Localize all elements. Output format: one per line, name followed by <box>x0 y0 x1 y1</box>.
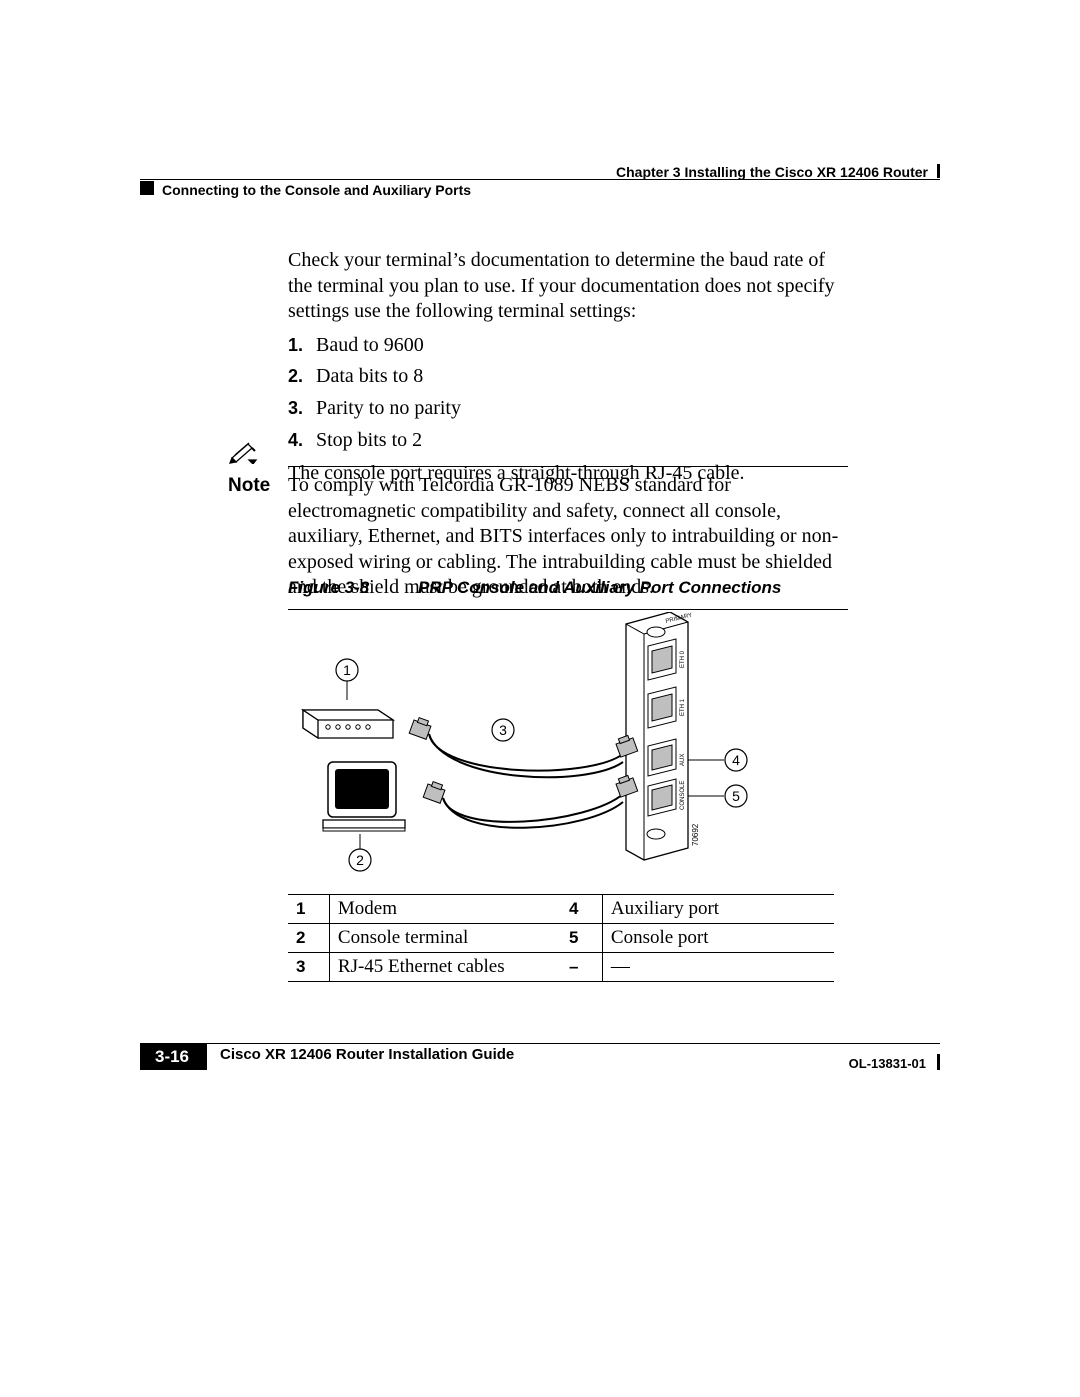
callout-1: 1 <box>343 662 351 678</box>
figure-legend-table: 1 Modem 4 Auxiliary port 2 Console termi… <box>288 894 834 982</box>
legend-key: 4 <box>561 895 602 924</box>
header-marker-square <box>140 181 154 195</box>
figure-caption: Figure 3-8 PRP Console and Auxiliary Por… <box>288 578 781 598</box>
port-label: ETH 1 <box>680 698 686 716</box>
callout-3: 3 <box>499 722 507 738</box>
cable-bottom <box>423 774 637 828</box>
note-label: Note <box>228 473 288 601</box>
intro-paragraph: Check your terminal’s documentation to d… <box>288 248 848 325</box>
legend-value: Auxiliary port <box>602 895 834 924</box>
chapter-label: Chapter 3 Installing the Cisco XR 12406 … <box>616 164 940 180</box>
monitor-icon <box>323 762 405 831</box>
legend-key: 1 <box>288 895 329 924</box>
page: Chapter 3 Installing the Cisco XR 12406 … <box>0 0 1080 1397</box>
legend-key: 5 <box>561 924 602 953</box>
legend-key: 3 <box>288 953 329 982</box>
port-label: AUX <box>680 754 686 766</box>
terminal-settings-list: Baud to 9600 Data bits to 8 Parity to no… <box>288 333 848 453</box>
running-header: Chapter 3 Installing the Cisco XR 12406 … <box>140 164 940 180</box>
footer-tick-right <box>937 1054 940 1070</box>
legend-value: Console terminal <box>329 924 561 953</box>
note-rule-bottom <box>288 609 848 610</box>
legend-value: Console port <box>602 924 834 953</box>
legend-value: Modem <box>329 895 561 924</box>
table-row: 1 Modem 4 Auxiliary port <box>288 895 834 924</box>
legend-value: RJ-45 Ethernet cables <box>329 953 561 982</box>
section-label: Connecting to the Console and Auxiliary … <box>162 182 471 198</box>
footer-book-title: Cisco XR 12406 Router Installation Guide <box>220 1046 514 1063</box>
cable-top <box>409 716 637 777</box>
table-row: 2 Console terminal 5 Console port <box>288 924 834 953</box>
note-rule-top <box>288 466 848 467</box>
page-number: 3-16 <box>155 1047 189 1067</box>
list-item: Stop bits to 2 <box>288 428 848 454</box>
figure-title: PRP Console and Auxiliary Port Connectio… <box>418 578 781 597</box>
footer-rule <box>140 1043 940 1044</box>
page-number-box: 3-16 <box>140 1044 204 1070</box>
list-item: Data bits to 8 <box>288 364 848 390</box>
figure-refid: 70692 <box>691 823 700 846</box>
list-item: Parity to no parity <box>288 396 848 422</box>
modem-icon <box>303 710 393 738</box>
list-item: Baud to 9600 <box>288 333 848 359</box>
table-row: 3 RJ-45 Ethernet cables – — <box>288 953 834 982</box>
callout-2: 2 <box>356 852 364 868</box>
port-label: CONSOLE <box>680 781 686 810</box>
footer-doc-number: OL-13831-01 <box>849 1056 926 1071</box>
legend-key: 2 <box>288 924 329 953</box>
legend-value: — <box>602 953 834 982</box>
figure-number: Figure 3-8 <box>288 578 369 597</box>
prp-card-icon: PRIMARY ETH 0 ETH 1 AUX <box>626 612 693 860</box>
callout-5: 5 <box>732 788 740 804</box>
figure-diagram: 1 2 PRIMARY <box>288 612 754 880</box>
legend-key: – <box>561 953 602 982</box>
callout-4: 4 <box>732 752 740 768</box>
footer-tick-left <box>204 1044 207 1070</box>
port-label: ETH 0 <box>680 650 686 668</box>
